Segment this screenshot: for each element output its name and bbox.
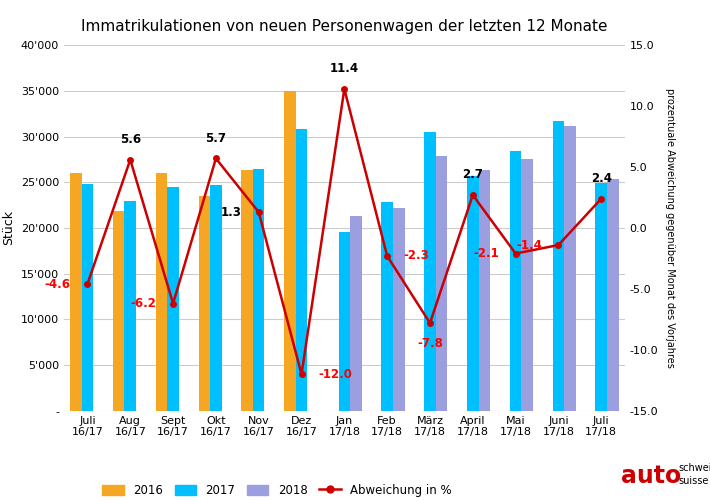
Bar [210,185,222,411]
Bar [436,156,447,411]
Y-axis label: Stück: Stück [2,210,15,245]
Bar [510,151,521,411]
Text: suisse: suisse [678,476,709,486]
Text: -12.0: -12.0 [318,368,352,381]
Text: -2.1: -2.1 [473,247,499,260]
Bar [467,176,479,411]
Text: -7.8: -7.8 [417,337,443,350]
Bar [552,121,564,411]
Text: -6.2: -6.2 [131,297,156,310]
Legend: 2016, 2017, 2018, Abweichung in %: 2016, 2017, 2018, Abweichung in % [98,479,457,501]
Bar [564,126,576,411]
Text: -2.3: -2.3 [404,249,430,263]
Bar [607,179,618,411]
Text: 1.3: 1.3 [222,205,242,218]
Text: auto: auto [621,464,682,488]
Bar [241,170,253,411]
Text: 2.7: 2.7 [462,168,484,181]
Bar [339,231,350,411]
Bar [393,208,405,411]
Bar [350,216,361,411]
Text: 5.7: 5.7 [205,132,226,145]
Bar [253,168,265,411]
Bar [381,202,393,411]
Bar [113,211,124,411]
Bar [596,183,607,411]
Text: schweiz: schweiz [678,463,710,473]
Bar [199,196,210,411]
Bar [424,132,436,411]
Text: 2.4: 2.4 [591,172,612,185]
Bar [168,187,179,411]
Bar [284,91,296,411]
Bar [124,200,136,411]
Bar [521,159,533,411]
Title: Immatrikulationen von neuen Personenwagen der letzten 12 Monate: Immatrikulationen von neuen Personenwage… [81,19,608,34]
Bar [82,184,93,411]
Bar [479,170,490,411]
Text: -4.6: -4.6 [45,278,71,291]
Text: 11.4: 11.4 [329,62,359,75]
Bar [296,129,307,411]
Text: 5.6: 5.6 [120,133,141,146]
Y-axis label: prozentuale Abweichung gegenüber Monat des Vorjahres: prozentuale Abweichung gegenüber Monat d… [665,88,675,368]
Text: -1.4: -1.4 [516,238,542,252]
Bar [70,173,82,411]
Bar [155,173,168,411]
